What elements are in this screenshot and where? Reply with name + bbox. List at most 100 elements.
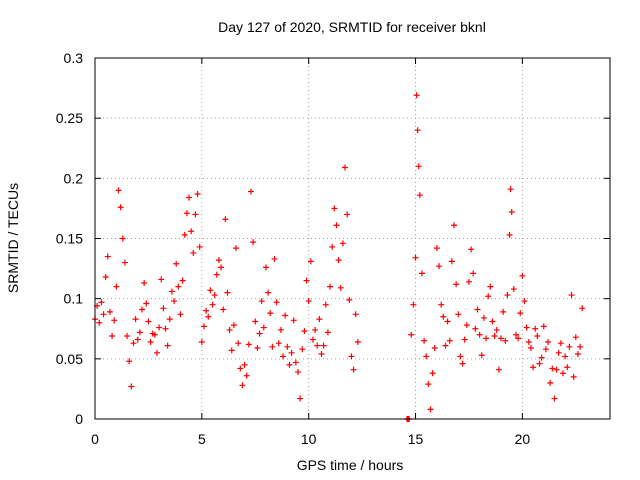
data-point [517,310,524,317]
data-point [413,92,420,99]
data-point [433,245,440,252]
data-point [209,301,216,308]
data-point [121,259,128,266]
data-point [572,334,579,341]
data-point [525,338,532,345]
data-point [284,343,291,350]
data-point [493,326,500,333]
data-point [444,318,451,325]
data-point [288,349,295,356]
y-tick-label: 0.25 [56,110,83,126]
data-point [532,325,539,332]
data-point [130,340,137,347]
data-point [410,301,417,308]
data-point [478,352,485,359]
data-point [168,288,175,295]
data-point [179,277,186,284]
data-point [147,338,154,345]
data-point [134,336,141,343]
data-point [188,228,195,235]
data-point [126,358,133,365]
data-point [299,346,306,353]
data-point [252,318,259,325]
data-point [273,299,280,306]
data-point [414,127,421,134]
data-point [117,204,124,211]
data-point [559,370,566,377]
data-point [158,276,165,283]
y-tick-label: 0.1 [64,291,84,307]
data-point [109,332,116,339]
data-point [425,381,432,388]
data-point [551,395,558,402]
data-point [98,299,105,306]
data-point [100,311,107,318]
data-point [515,335,522,342]
data-point [241,361,248,368]
data-point [335,257,342,264]
data-point [186,194,193,201]
data-point [111,317,118,324]
data-point [504,292,511,299]
data-point [579,305,586,312]
data-point [549,365,556,372]
data-point [545,338,552,345]
data-point [555,349,562,356]
data-point [429,370,436,377]
data-point [277,326,284,333]
data-point [104,253,111,260]
data-point [177,311,184,318]
data-point [213,271,220,278]
data-point [322,301,329,308]
data-point [226,326,233,333]
data-point [348,353,355,360]
data-point [562,353,569,360]
data-point [141,280,148,287]
chart-title: Day 127 of 2020, SRMTID for receiver bkn… [218,19,486,35]
data-point [145,318,152,325]
data-point [542,346,549,353]
data-point [139,306,146,313]
data-point [222,216,229,223]
data-point [523,324,530,331]
data-point [448,258,455,265]
x-tick-label: 5 [198,431,206,447]
data-point [237,365,244,372]
data-point [181,231,188,238]
data-point [265,289,272,296]
data-point [271,255,278,262]
data-point [96,319,103,326]
data-point [495,366,502,373]
data-point [173,260,180,267]
data-point [102,274,109,281]
data-point [508,209,515,216]
data-point [489,318,496,325]
data-point [256,330,263,337]
data-point [327,283,334,290]
data-point [175,283,182,290]
data-point [502,337,509,344]
data-point [423,353,430,360]
data-point [260,324,267,331]
data-point [136,329,143,336]
data-point [536,360,543,367]
data-point [421,337,428,344]
data-point [507,186,514,193]
data-point [342,164,349,171]
data-point [331,205,338,212]
data-point [115,187,122,194]
data-point [346,296,353,303]
data-point [233,245,240,252]
data-point [297,395,304,402]
data-point [224,289,231,296]
data-point [292,359,299,366]
data-point [354,338,361,345]
data-point [316,316,323,323]
data-point [258,298,265,305]
data-point [198,338,205,345]
data-point [143,300,150,307]
data-point [164,342,171,349]
data-point [337,284,344,291]
data-point [230,322,237,329]
data-point [275,340,282,347]
